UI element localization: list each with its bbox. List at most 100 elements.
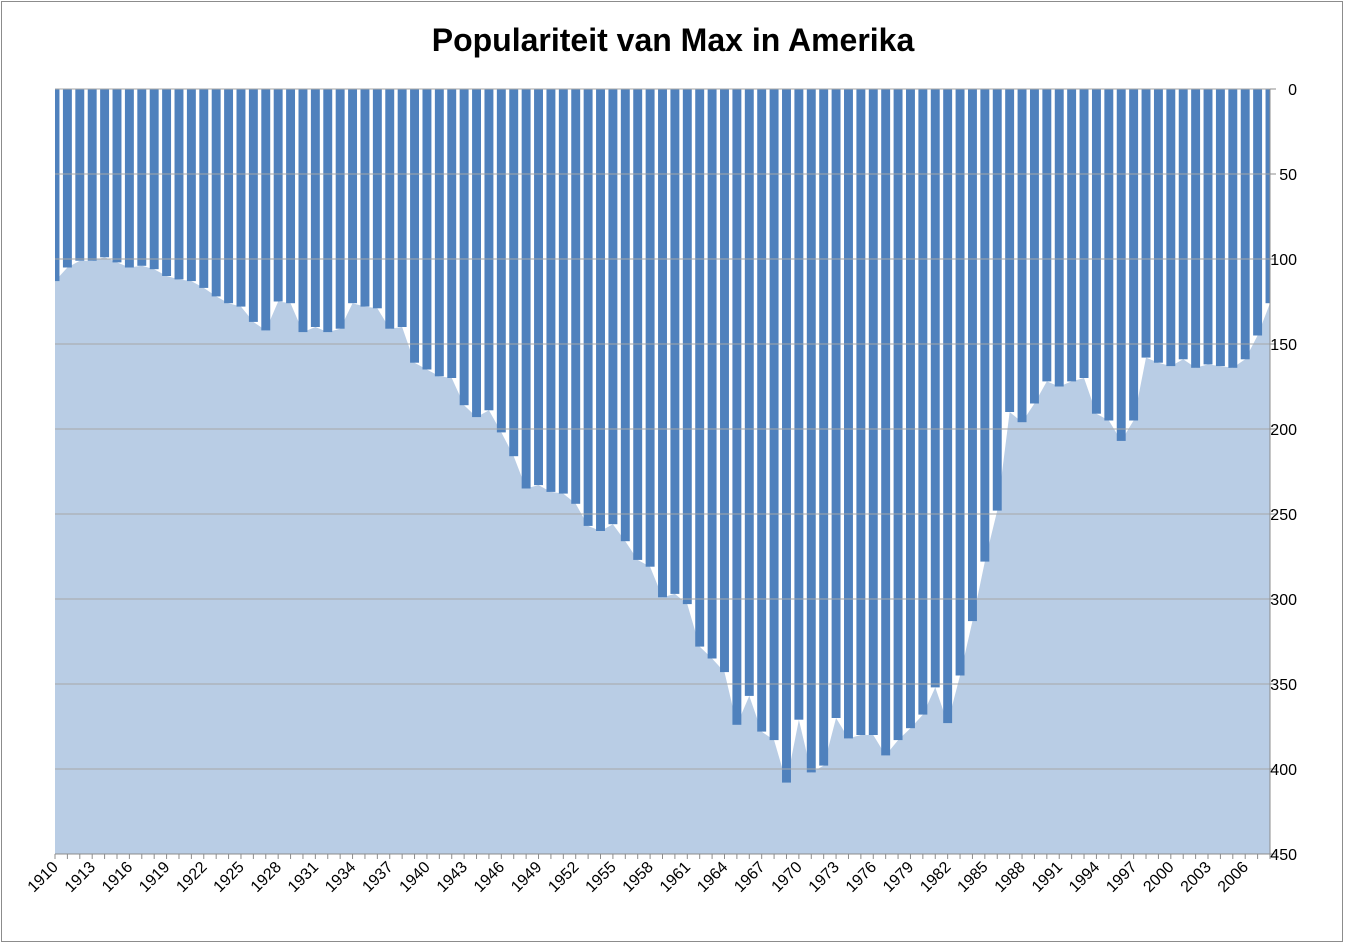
x-tick-label-1985: 1985 <box>954 859 991 896</box>
bar-1985 <box>980 89 990 562</box>
bar-1944 <box>472 89 481 418</box>
chart-title: Populariteit van Max in Amerika <box>431 22 915 58</box>
x-tick-label-1997: 1997 <box>1103 859 1140 896</box>
bar-2008 <box>1265 89 1270 304</box>
bar-2003 <box>1203 89 1213 365</box>
bar-1986 <box>992 89 1002 511</box>
x-tick-label-1949: 1949 <box>508 859 545 896</box>
bar-1996 <box>1116 89 1126 441</box>
bar-1919 <box>162 89 172 276</box>
bar-1975 <box>856 89 866 735</box>
bar-1930 <box>298 89 308 333</box>
bar-1999 <box>1153 89 1163 363</box>
x-tick-label-1916: 1916 <box>99 859 136 896</box>
bar-1993 <box>1079 89 1089 378</box>
y-tick-label-350: 350 <box>1270 677 1297 694</box>
bar-1982 <box>943 89 953 724</box>
bar-1988 <box>1017 89 1027 423</box>
bar-1964 <box>720 89 729 673</box>
bar-1915 <box>112 89 122 263</box>
bar-1946 <box>496 89 506 433</box>
x-tick-label-1934: 1934 <box>322 859 359 896</box>
x-tick-label-1961: 1961 <box>657 859 694 896</box>
bar-1925 <box>236 89 246 307</box>
bar-1953 <box>583 89 593 526</box>
x-tick-label-1979: 1979 <box>880 859 917 896</box>
x-tick-label-1994: 1994 <box>1066 859 1103 896</box>
bar-1962 <box>695 89 705 647</box>
x-tick-label-1952: 1952 <box>545 859 582 896</box>
x-tick-label-1955: 1955 <box>583 859 620 896</box>
bar-1922 <box>199 89 209 288</box>
bar-1929 <box>286 89 296 304</box>
bar-1939 <box>410 89 420 363</box>
x-tick-label-1937: 1937 <box>359 859 396 896</box>
y-tick-label-250: 250 <box>1270 507 1297 524</box>
bar-1940 <box>422 89 432 370</box>
bar-2006 <box>1240 89 1250 360</box>
bar-1970 <box>794 89 804 720</box>
x-tick-label-1958: 1958 <box>620 859 657 896</box>
bar-1921 <box>186 89 196 282</box>
bar-1966 <box>744 89 754 696</box>
bar-1911 <box>62 89 72 268</box>
y-tick-label-50: 50 <box>1279 167 1297 184</box>
bar-1923 <box>211 89 221 297</box>
bar-1913 <box>87 89 97 261</box>
x-tick-label-1928: 1928 <box>248 859 285 896</box>
bar-1927 <box>261 89 271 331</box>
bar-2005 <box>1228 89 1238 368</box>
bar-1969 <box>782 89 791 783</box>
bar-2004 <box>1215 89 1225 367</box>
bar-1942 <box>447 89 457 378</box>
popularity-area <box>55 257 1270 854</box>
bar-1910 <box>55 89 60 282</box>
x-tick-label-1925: 1925 <box>211 859 248 896</box>
y-tick-label-300: 300 <box>1270 592 1297 609</box>
bar-1936 <box>372 89 382 309</box>
bar-1967 <box>757 89 767 732</box>
bar-1933 <box>335 89 345 329</box>
bar-1935 <box>360 89 370 307</box>
y-tick-label-150: 150 <box>1270 337 1297 354</box>
y-tick-label-0: 0 <box>1288 82 1297 99</box>
x-tick-label-2000: 2000 <box>1140 859 1177 896</box>
bar-1920 <box>174 89 184 280</box>
bar-1990 <box>1042 89 1052 382</box>
bar-1983 <box>955 89 965 676</box>
bar-1954 <box>596 89 605 531</box>
bar-1938 <box>397 89 407 327</box>
x-tick-label-1964: 1964 <box>694 859 731 896</box>
x-tick-label-1919: 1919 <box>136 859 173 896</box>
bar-1937 <box>385 89 395 329</box>
y-tick-label-200: 200 <box>1270 422 1297 439</box>
x-tick-label-2006: 2006 <box>1215 859 1252 896</box>
bar-1952 <box>571 89 581 504</box>
bar-1980 <box>918 89 928 715</box>
x-tick-label-1922: 1922 <box>173 859 210 896</box>
y-axis-ticks: 0 50 100 150 200 250 300 350 400 450 <box>1270 82 1297 864</box>
bar-1960 <box>670 89 680 594</box>
bar-1956 <box>620 89 630 542</box>
x-tick-label-2003: 2003 <box>1178 859 1215 896</box>
bar-1992 <box>1067 89 1077 382</box>
bar-1924 <box>224 89 234 304</box>
bar-1914 <box>100 89 110 258</box>
x-tick-label-1982: 1982 <box>917 859 954 896</box>
x-tick-label-1976: 1976 <box>843 859 880 896</box>
x-tick-label-1943: 1943 <box>434 859 471 896</box>
bar-1981 <box>930 89 940 688</box>
bar-1918 <box>149 89 159 270</box>
bar-1968 <box>769 89 779 741</box>
bar-1912 <box>75 89 85 261</box>
bar-1974 <box>844 89 853 739</box>
bar-1979 <box>906 89 915 729</box>
bar-1931 <box>310 89 320 327</box>
x-tick-label-1973: 1973 <box>806 859 843 896</box>
bar-1945 <box>484 89 494 411</box>
bar-1950 <box>546 89 556 492</box>
bar-1928 <box>273 89 283 302</box>
x-tick-label-1931: 1931 <box>285 859 322 896</box>
bar-1963 <box>707 89 717 659</box>
